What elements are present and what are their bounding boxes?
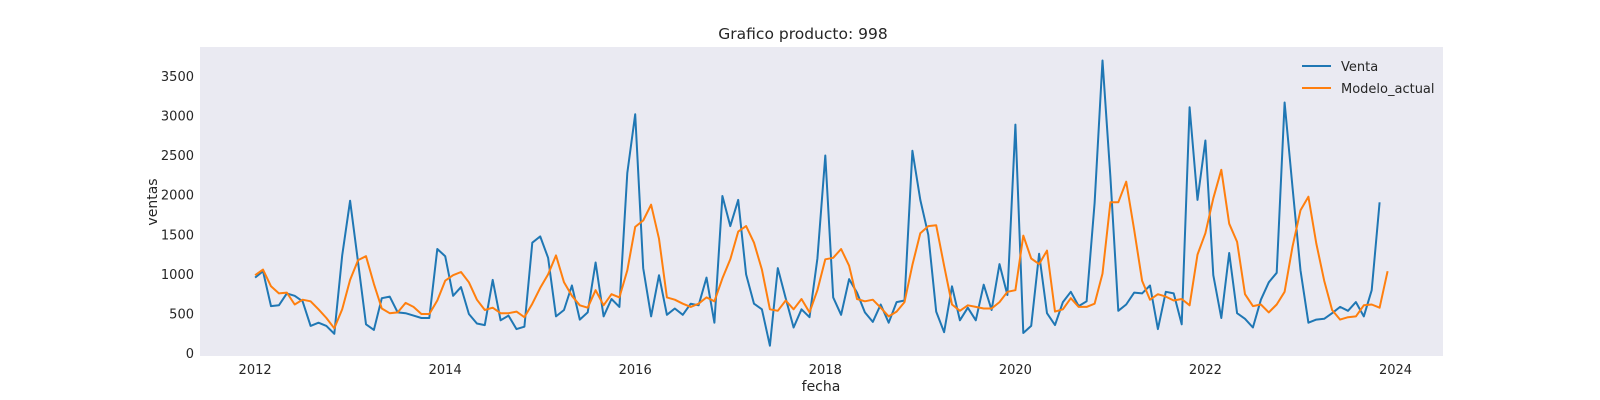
x-tick-label: 2014 (429, 363, 462, 378)
series-line-venta (254, 59, 1381, 347)
legend-label-modelo-actual: Modelo_actual (1341, 82, 1435, 97)
y-axis: 0 500 1000 1500 2000 2500 3000 3500 (161, 70, 194, 362)
y-tick-label: 2000 (161, 189, 194, 204)
series-layer (254, 59, 1389, 347)
x-tick-label: 2018 (809, 363, 842, 378)
y-tick-label: 3500 (161, 70, 194, 85)
x-tick-label: 2022 (1189, 363, 1222, 378)
x-tick-label: 2024 (1379, 363, 1412, 378)
y-tick-label: 500 (169, 308, 194, 323)
series-line-modelo-actual (254, 168, 1389, 330)
y-axis-label: ventas (145, 178, 161, 225)
x-tick-label: 2016 (619, 363, 652, 378)
legend: Venta Modelo_actual (1302, 60, 1435, 97)
chart-title: Grafico producto: 998 (718, 25, 887, 43)
legend-label-venta: Venta (1341, 60, 1378, 75)
y-tick-label: 0 (186, 347, 194, 362)
y-tick-label: 1500 (161, 228, 194, 243)
y-tick-label: 2500 (161, 149, 194, 164)
y-tick-label: 1000 (161, 268, 194, 283)
x-axis: 2012 2014 2016 2018 2020 2022 2024 (239, 363, 1412, 378)
y-tick-label: 3000 (161, 109, 194, 124)
x-axis-label: fecha (802, 379, 841, 395)
x-tick-label: 2012 (239, 363, 272, 378)
x-tick-label: 2020 (999, 363, 1032, 378)
